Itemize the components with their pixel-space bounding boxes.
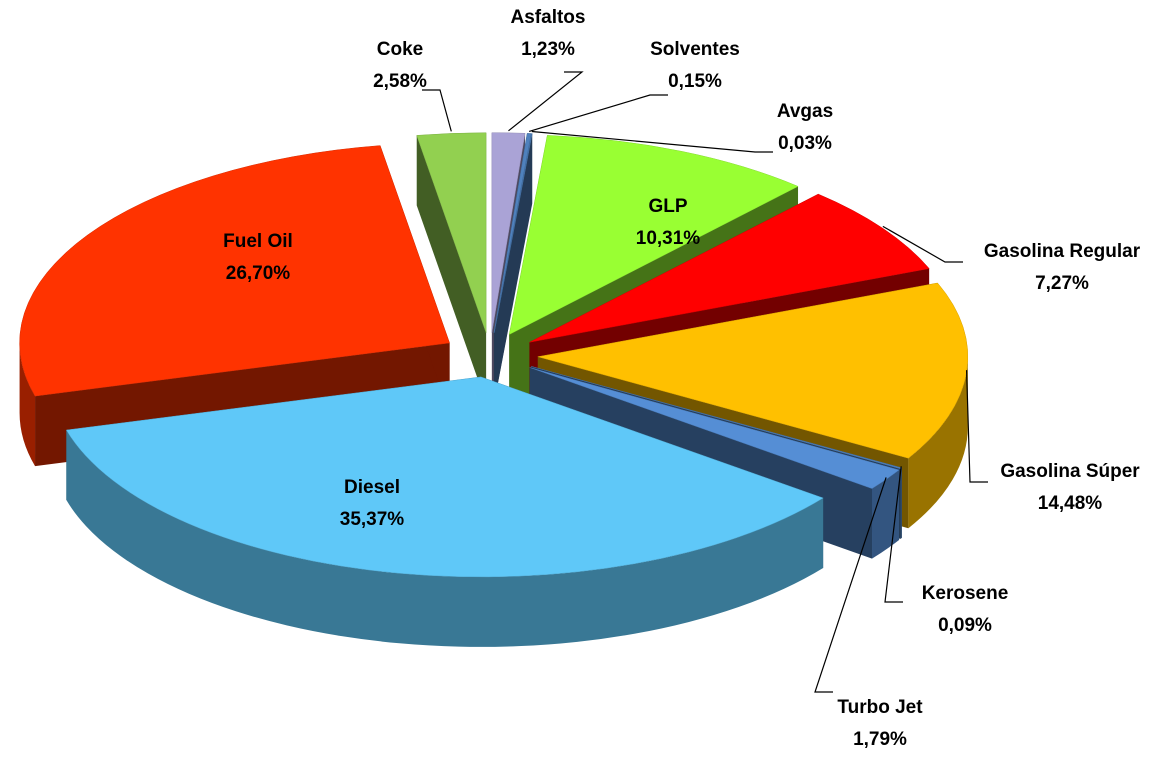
slice-label: Gasolina Regular [984,241,1141,262]
slice-label: Fuel Oil [223,231,293,252]
value-label: 2,58% [373,71,427,92]
slice-label: Gasolina Súper [1000,461,1140,482]
slice-label: Diesel [344,477,400,498]
slice-top [19,145,450,397]
leader-line [528,94,668,132]
slice [416,132,487,403]
leader-line [508,71,584,132]
leader-line [814,477,887,693]
value-label: 35,37% [340,509,405,530]
slice-top [529,367,900,489]
slice-top [65,376,824,578]
slice-top [529,193,930,343]
slice-top [491,132,526,333]
leader-line [531,130,773,153]
slice-label: GLP [648,196,687,217]
leader-line [422,89,452,132]
slice-label: Solventes [650,39,740,60]
slice-label: Avgas [777,101,833,122]
slice [65,376,824,647]
slice-wall [900,467,902,539]
value-label: 10,31% [636,228,701,249]
slice-label: Coke [377,39,423,60]
slice-label: Kerosene [922,583,1009,604]
slice-wall [66,430,824,647]
value-label: 1,23% [521,39,575,60]
value-label: 0,03% [778,133,832,154]
slice-wall [908,356,968,529]
slice-side [494,133,533,403]
slice-side [416,135,487,403]
value-label: 26,70% [226,263,291,284]
slice-top [416,132,487,333]
slice-label: Asfaltos [511,7,586,28]
slice-wall [19,342,36,467]
value-label: 0,15% [668,71,722,92]
slice-label: Turbo Jet [837,697,923,718]
value-label: 0,09% [938,615,992,636]
slice-top [493,133,532,333]
leader-line [882,225,963,263]
value-label: 1,79% [853,729,907,750]
leader-line [884,466,903,603]
slice [493,133,533,403]
value-label: 7,27% [1035,273,1089,294]
slice-top [493,133,533,333]
leader-line [965,370,988,483]
slice-top [508,135,799,336]
value-label: 14,48% [1038,493,1103,514]
